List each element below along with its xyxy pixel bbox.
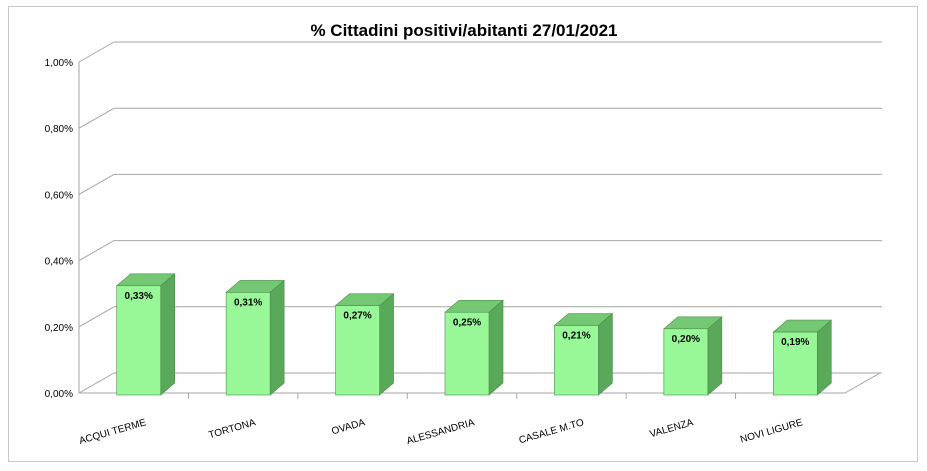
y-tick-label: 0,80% — [45, 124, 73, 135]
gridline-diagonal — [78, 173, 115, 195]
data-label: 0,27% — [343, 311, 371, 322]
bar — [554, 325, 599, 396]
x-tick-label: OVADA — [330, 417, 366, 437]
bar — [116, 285, 162, 396]
chart-plot: 0,00% 0,20% 0,40% 0,60% 0,80% 1,00% 0,33% ACQUI… — [45, 41, 882, 447]
gridline-diagonal — [78, 41, 115, 63]
bar-side — [488, 299, 504, 396]
bar-side — [379, 292, 394, 396]
x-tick-label: CASALE M.TO — [518, 417, 586, 446]
bar-side — [707, 316, 723, 396]
bar-side — [598, 312, 613, 396]
x-tick-label: TORTONA — [207, 417, 257, 441]
chart-title: % Cittadini positivi/abitanti 27/01/2021 — [310, 21, 618, 40]
data-label: 0,21% — [562, 330, 590, 341]
gridline-diagonal — [78, 306, 115, 328]
data-label: 0,20% — [672, 334, 700, 345]
gridline-diagonal — [78, 240, 115, 262]
x-tick-label: VALENZA — [649, 417, 695, 440]
y-tick-label: 0,00% — [45, 389, 73, 400]
y-tick-label: 0,20% — [45, 323, 73, 334]
bar — [663, 328, 709, 396]
data-label: 0,19% — [781, 337, 809, 348]
x-tick-label: NOVI LIGURE — [739, 417, 804, 445]
bar — [444, 311, 490, 396]
bar-side — [160, 273, 176, 396]
y-tick-label: 1,00% — [45, 58, 73, 69]
bar — [772, 331, 818, 396]
data-label: 0,33% — [125, 291, 153, 302]
data-label: 0,31% — [234, 297, 262, 308]
floor-edge-right — [844, 372, 881, 394]
bar — [225, 292, 271, 396]
y-tick-label: 0,60% — [45, 190, 73, 201]
x-tick-label: ALESSANDRIA — [405, 417, 476, 447]
data-label: 0,25% — [453, 317, 481, 328]
bar-side — [816, 319, 832, 396]
bar-side — [269, 279, 285, 396]
x-tick-label: ACQUI TERME — [78, 417, 148, 447]
bar — [335, 305, 380, 396]
chart-frame: % Cittadini positivi/abitanti 27/01/2021… — [8, 6, 918, 462]
gridline-diagonal — [78, 372, 115, 394]
gridline-diagonal — [78, 107, 115, 129]
y-tick-label: 0,40% — [45, 257, 73, 268]
